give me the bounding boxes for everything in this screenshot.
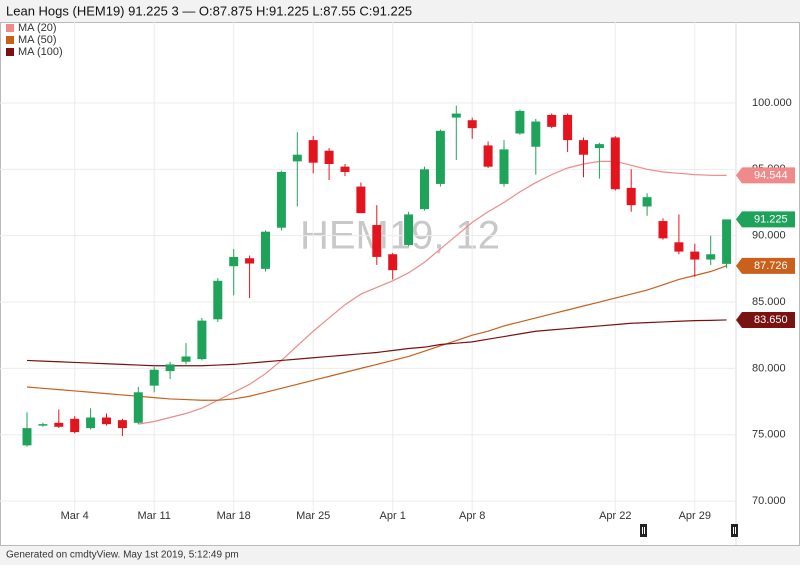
candle-body <box>261 231 270 269</box>
y-tick-label: 85.000 <box>752 296 786 308</box>
candle-body <box>38 424 48 426</box>
candle-body <box>197 320 207 360</box>
candle-body <box>276 171 286 228</box>
plot-frame <box>0 22 800 546</box>
x-tick-label: Apr 1 <box>380 510 406 522</box>
candle-body <box>102 417 111 425</box>
candle-body <box>54 422 64 427</box>
candle-body <box>451 113 461 118</box>
candle-body <box>435 130 445 184</box>
candle-body <box>594 144 604 149</box>
legend-label: MA (20) <box>18 22 57 34</box>
x-tick-label: Mar 4 <box>61 510 89 522</box>
y-tick-label: 80.000 <box>752 362 786 374</box>
candle-body <box>706 254 716 260</box>
x-tick-label: Apr 8 <box>459 510 485 522</box>
ma-line <box>26 319 727 367</box>
candle-body <box>722 219 732 264</box>
x-tick-label: Apr 29 <box>679 510 711 522</box>
legend-label: MA (100) <box>18 46 63 58</box>
candle-body <box>642 197 652 207</box>
candle-body <box>117 420 127 429</box>
ma-value-label-box <box>736 167 795 184</box>
last-price-label: 91.225 <box>754 213 788 225</box>
candle-body <box>86 417 96 429</box>
candle-body <box>308 140 318 163</box>
candle-body <box>404 214 414 245</box>
legend-swatch <box>6 36 14 44</box>
x-tick-label: Mar 18 <box>217 510 251 522</box>
ma-value-label: 87.726 <box>754 260 788 272</box>
candle-body <box>499 149 509 184</box>
legend-label: MA (50) <box>18 34 57 46</box>
ma-value-label: 94.544 <box>754 169 788 181</box>
candle-body <box>483 145 493 167</box>
candle-body <box>245 258 255 264</box>
candle-body <box>229 256 239 267</box>
candle-body <box>372 225 382 257</box>
candle-body <box>149 369 159 386</box>
candle-body <box>563 114 573 141</box>
ma-value-label-box <box>736 257 795 274</box>
ma-value-label: 83.650 <box>754 314 788 326</box>
candle-body <box>213 280 223 320</box>
candle-body <box>133 392 143 423</box>
scroll-handle[interactable] <box>640 524 647 537</box>
ma-value-label-box <box>736 311 795 328</box>
last-price-label-box <box>736 211 795 228</box>
candle-body <box>181 356 191 362</box>
scroll-handle[interactable] <box>731 524 738 537</box>
candle-body <box>420 169 429 210</box>
candle-body <box>547 114 557 127</box>
y-tick-label: 90.000 <box>752 230 786 242</box>
candle-body <box>70 418 80 433</box>
candle-body <box>674 242 684 252</box>
legend-swatch <box>6 24 14 32</box>
title-bar <box>0 0 800 22</box>
candle-body <box>324 150 334 165</box>
candle-body <box>340 166 350 172</box>
y-tick-label: 100.000 <box>752 97 792 109</box>
y-tick-label: 75.000 <box>752 429 786 441</box>
chart-title: Lean Hogs (HEM19) 91.225 3 — O:87.875 H:… <box>6 3 412 18</box>
legend-swatch <box>6 48 14 56</box>
x-tick-label: Mar 25 <box>296 510 330 522</box>
candle-body <box>515 110 525 134</box>
y-tick-label: 70.000 <box>752 495 786 507</box>
candle-body <box>579 140 588 155</box>
candle-body <box>22 428 32 446</box>
candle-body <box>292 154 302 162</box>
candle-body <box>531 121 541 147</box>
candle-body <box>356 186 366 214</box>
footer: Generated on cmdtyView. May 1st 2019, 5:… <box>6 550 239 561</box>
ma-line <box>138 160 727 425</box>
candle-body <box>165 364 175 372</box>
ma-line <box>26 265 727 401</box>
x-tick-label: Apr 22 <box>599 510 631 522</box>
candle-body <box>690 251 700 260</box>
candle-body <box>467 120 477 129</box>
candle-body <box>626 187 636 206</box>
candle-body <box>610 137 620 190</box>
footer-bar <box>0 546 800 565</box>
candle-body <box>388 254 398 271</box>
x-tick-label: Mar 11 <box>137 510 170 522</box>
candle-body <box>658 221 668 239</box>
